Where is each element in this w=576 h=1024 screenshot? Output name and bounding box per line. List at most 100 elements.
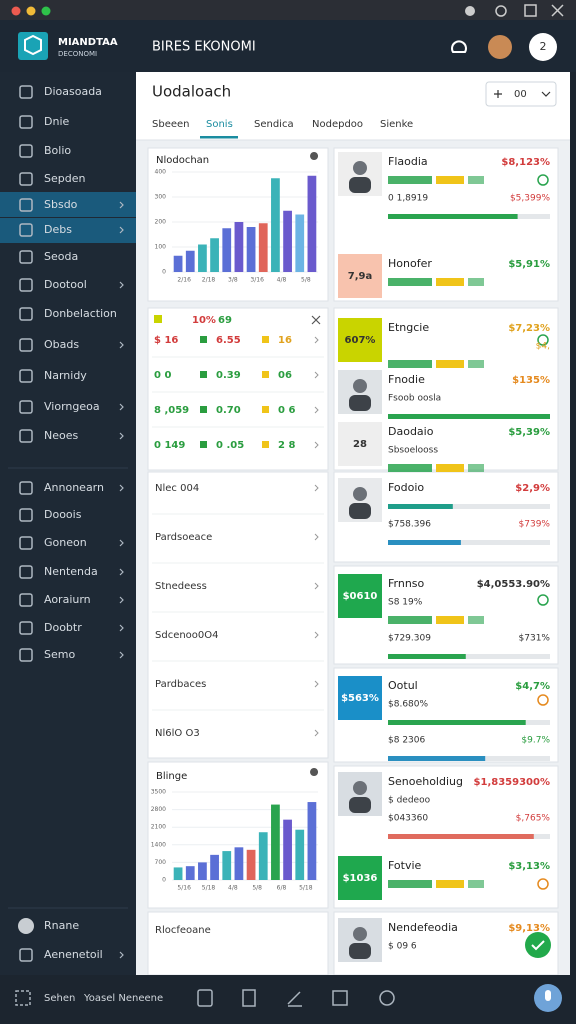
- list-row[interactable]: Nl6lO O3: [155, 728, 200, 739]
- y-tick-label: 0: [162, 877, 166, 884]
- max-dot[interactable]: [41, 6, 51, 16]
- thumbnail-figure: [353, 161, 367, 175]
- sidebar-item[interactable]: Goneon: [44, 536, 87, 549]
- list-row[interactable]: Pardbaces: [155, 679, 206, 690]
- sidebar-item[interactable]: Dnie: [44, 115, 69, 128]
- item-value: $135%: [512, 375, 550, 386]
- window-icon[interactable]: [465, 6, 475, 16]
- sidebar-icon: [19, 338, 33, 352]
- item-title[interactable]: Fodoio: [388, 481, 424, 494]
- footer: [0, 975, 576, 1024]
- chart-menu[interactable]: [310, 768, 319, 776]
- min-dot[interactable]: [26, 6, 36, 16]
- item-title[interactable]: Ootul: [388, 679, 418, 692]
- sidebar-item[interactable]: Bolio: [44, 144, 71, 157]
- item-title[interactable]: Senoeholdiug: [388, 775, 463, 788]
- row-chevron: [314, 680, 319, 688]
- sidebar-item[interactable]: Debs: [44, 223, 72, 236]
- item-title[interactable]: Flaodia: [388, 155, 428, 168]
- close-dot[interactable]: [11, 6, 21, 16]
- row-chevron: [314, 631, 319, 639]
- tab[interactable]: Sonis: [206, 119, 233, 130]
- bell-icon[interactable]: [451, 40, 467, 53]
- bar: [210, 238, 219, 272]
- row-chevron: [314, 729, 319, 737]
- footer-icon[interactable]: [197, 989, 213, 1007]
- dropdown-value: 00: [514, 89, 527, 100]
- close-icon[interactable]: [551, 4, 564, 17]
- item-right: $5,399%: [510, 194, 550, 204]
- item-title[interactable]: Honofer: [388, 257, 432, 270]
- footer-icon[interactable]: [15, 990, 31, 1006]
- footer-icon[interactable]: [379, 990, 395, 1006]
- sidebar-item[interactable]: Aenenetoil: [44, 948, 103, 961]
- sidebar-item[interactable]: Annonearn: [44, 481, 104, 494]
- item-value: $3,13%: [508, 861, 550, 872]
- sidebar-item[interactable]: Aoraiurn: [44, 593, 91, 606]
- footer-search[interactable]: Sehen: [44, 993, 75, 1004]
- tab[interactable]: Sbeeen: [152, 119, 190, 130]
- item-title[interactable]: Etngcie: [388, 321, 429, 334]
- grid-cell: 0 6: [278, 405, 295, 416]
- sidebar-item[interactable]: Sbsdo: [44, 198, 78, 211]
- progress-bar: [388, 214, 518, 219]
- sidebar-icon: [19, 536, 33, 550]
- item-title[interactable]: Nendefeodia: [388, 921, 458, 934]
- sidebar-item[interactable]: Viorngeoa: [44, 400, 100, 413]
- list-row[interactable]: Stnedeess: [155, 581, 207, 592]
- sidebar-item[interactable]: Nentenda: [44, 565, 98, 578]
- x-tick-label: 6/8: [277, 885, 287, 892]
- item-title[interactable]: Frnnso: [388, 577, 425, 590]
- sidebar-item[interactable]: Narnidy: [44, 369, 87, 382]
- footer-icon[interactable]: [287, 991, 302, 1007]
- sidebar-icon: [19, 481, 33, 495]
- bar: [210, 854, 219, 880]
- sidebar-item[interactable]: Neoes: [44, 429, 78, 442]
- fab[interactable]: [525, 932, 551, 958]
- footer-icon[interactable]: [332, 990, 348, 1006]
- item-text: $043360: [388, 814, 428, 824]
- bar: [198, 862, 207, 880]
- tab[interactable]: Nodepdoo: [312, 119, 363, 130]
- dropdown[interactable]: [485, 81, 557, 107]
- sidebar-item[interactable]: Dooois: [44, 508, 82, 521]
- sidebar-item[interactable]: Semo: [44, 648, 75, 661]
- sidebar-item[interactable]: Dioasoada: [44, 85, 102, 98]
- sidebar-item[interactable]: Seoda: [44, 250, 78, 263]
- restore-icon[interactable]: [524, 4, 537, 17]
- thumbnail-figure: [349, 177, 371, 193]
- row-chevron: [314, 406, 319, 414]
- item-value: $1,8359300%: [474, 777, 550, 788]
- sidebar-chevron: [119, 624, 124, 632]
- item-title[interactable]: Fnodie: [388, 373, 425, 386]
- bar: [246, 849, 256, 880]
- sidebar-item[interactable]: Doobtr: [44, 621, 82, 634]
- x-tick-label: 4/8: [228, 885, 238, 892]
- sidebar-item[interactable]: Donbelaction: [44, 307, 117, 320]
- list-row[interactable]: Pardsoeace: [155, 532, 212, 543]
- item-right: $4,: [536, 342, 550, 352]
- list-row[interactable]: Sdcenoo0O4: [155, 630, 219, 641]
- row-chevron: [314, 336, 319, 344]
- chip: [468, 278, 484, 286]
- sidebar-item[interactable]: Obads: [44, 338, 79, 351]
- fab-check: [531, 940, 545, 951]
- avatar[interactable]: [488, 35, 512, 59]
- sidebar-active: [0, 218, 136, 243]
- sidebar-item[interactable]: Dootool: [44, 278, 87, 291]
- tab[interactable]: Sienke: [380, 119, 413, 130]
- info-icon[interactable]: [495, 5, 507, 17]
- chip: [436, 616, 464, 624]
- footer-icon[interactable]: [242, 989, 256, 1007]
- x-tick-label: 4/8: [277, 277, 287, 284]
- item-title[interactable]: Daodaio: [388, 425, 434, 438]
- sidebar-item[interactable]: Rnane: [44, 919, 79, 932]
- card-close[interactable]: [311, 315, 321, 325]
- sidebar-item[interactable]: Sepden: [44, 172, 85, 185]
- badge-circle[interactable]: [529, 33, 557, 61]
- item-title[interactable]: Fotvie: [388, 859, 422, 872]
- item-value: $2,9%: [515, 483, 550, 494]
- chart-menu[interactable]: [310, 152, 319, 160]
- list-row[interactable]: Nlec 004: [155, 483, 199, 494]
- tab[interactable]: Sendica: [254, 119, 294, 130]
